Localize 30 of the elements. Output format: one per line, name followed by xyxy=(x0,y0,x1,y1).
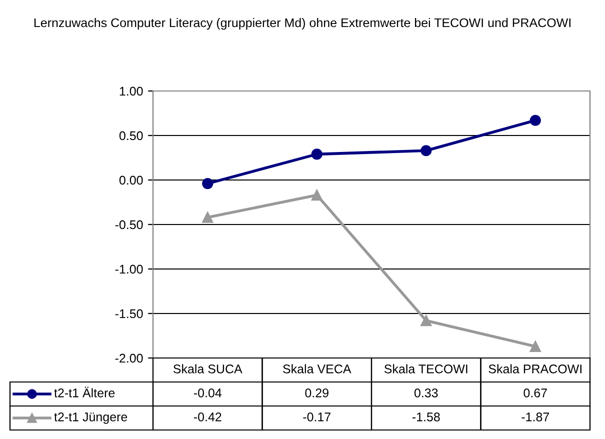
point xyxy=(530,114,541,126)
x-tick-label: Skala SUCA xyxy=(173,364,242,374)
data-label: 0.67 xyxy=(524,388,547,398)
point xyxy=(530,340,541,352)
point xyxy=(420,315,432,326)
x-tick-label: Skala PRACOWI xyxy=(488,364,582,374)
data-label: 0.29 xyxy=(305,388,328,398)
chart-title: Lernzuwachs Computer Literacy (gruppierter Md) ohne Extremwerte bei TECOWI und PRACOWI xyxy=(34,18,570,30)
data-label: -0.42 xyxy=(194,412,222,422)
point xyxy=(202,212,214,223)
legend-label: t2-t1 Ältere xyxy=(54,386,115,398)
y-tick-label: -0.50 xyxy=(115,220,143,230)
data-label: -1.58 xyxy=(412,412,440,422)
point xyxy=(202,178,214,190)
data-label: -0.17 xyxy=(303,412,330,422)
y-tick-label: -2.00 xyxy=(115,354,143,363)
y-tick-label: 0.50 xyxy=(119,131,143,140)
point xyxy=(420,145,432,156)
y-tick-label: -1.00 xyxy=(115,264,143,274)
x-tick-label: Skala TECOWI xyxy=(384,364,468,374)
data-label: -1.87 xyxy=(522,412,549,422)
y-tick-label: 0.00 xyxy=(119,176,143,185)
point xyxy=(311,190,322,201)
y-tick-label: 1.00 xyxy=(120,86,143,96)
data-label: -0.04 xyxy=(194,388,222,398)
x-tick-label: Skala VECA xyxy=(283,364,352,374)
y-tick-label: -1.50 xyxy=(115,309,143,318)
legend-label: t2-t1 Jüngere xyxy=(54,412,128,424)
point xyxy=(311,148,322,160)
data-label: 0.33 xyxy=(414,388,438,398)
